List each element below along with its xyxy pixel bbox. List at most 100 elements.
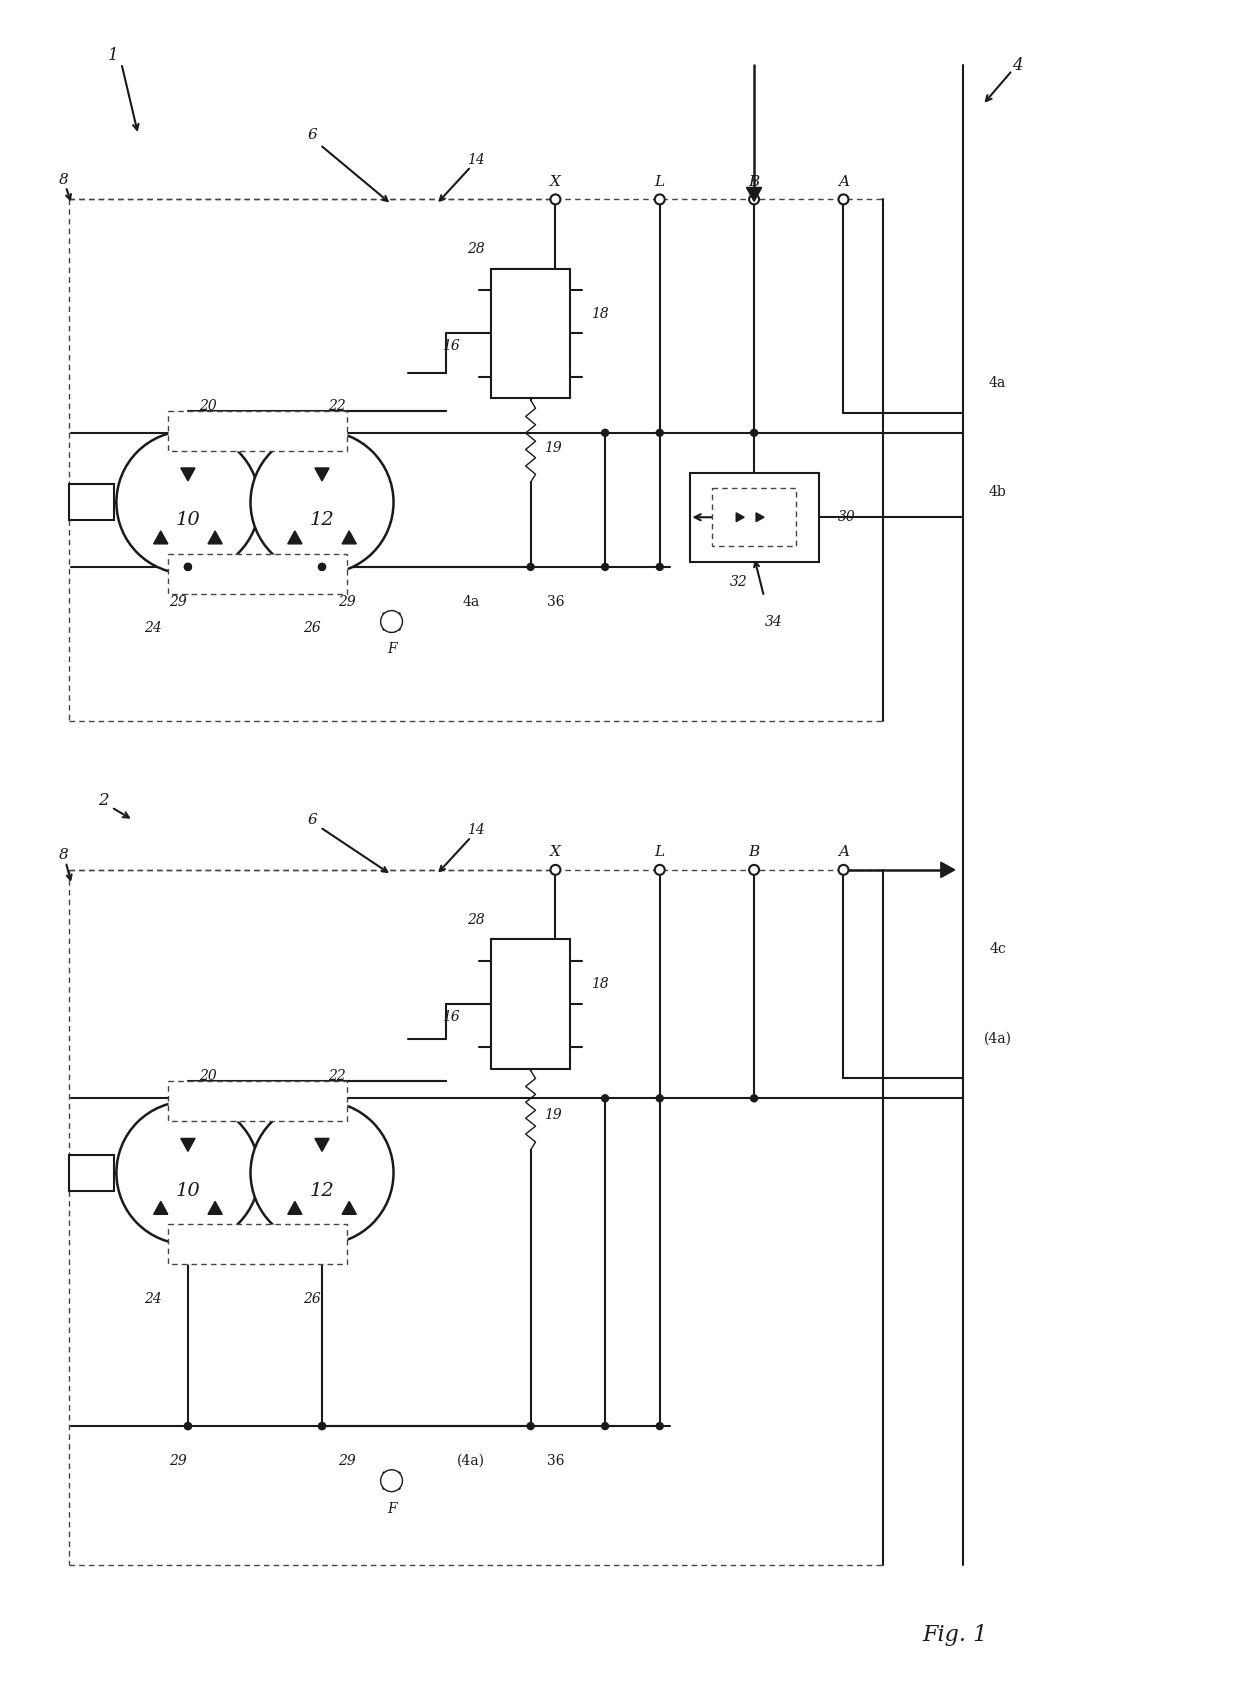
Circle shape [381, 1470, 403, 1492]
Polygon shape [746, 188, 761, 202]
Text: 16: 16 [443, 1010, 460, 1024]
Text: 19: 19 [543, 1109, 562, 1122]
Circle shape [601, 563, 609, 571]
Circle shape [185, 563, 191, 571]
Text: F: F [387, 642, 397, 656]
Text: 18: 18 [591, 307, 609, 320]
Circle shape [749, 195, 759, 205]
Bar [169, 1081, 347, 1120]
Text: 29: 29 [339, 595, 356, 609]
Circle shape [185, 563, 191, 571]
Polygon shape [181, 1139, 195, 1151]
Text: 24: 24 [144, 1292, 162, 1305]
Polygon shape [756, 514, 764, 522]
Polygon shape [342, 531, 356, 544]
Text: 26: 26 [304, 1292, 321, 1305]
Text: 16: 16 [443, 339, 460, 353]
Text: 28: 28 [467, 912, 485, 927]
Text: 26: 26 [304, 622, 321, 636]
Circle shape [319, 563, 325, 571]
Circle shape [656, 563, 663, 571]
Text: 36: 36 [547, 1454, 564, 1468]
Text: A: A [838, 175, 849, 188]
Text: 19: 19 [543, 441, 562, 454]
Text: (4a): (4a) [983, 1032, 1012, 1046]
Text: 34: 34 [765, 615, 782, 629]
Polygon shape [208, 531, 222, 544]
Circle shape [655, 195, 665, 205]
Circle shape [381, 610, 403, 632]
Text: 29: 29 [169, 1454, 187, 1468]
Circle shape [838, 195, 848, 205]
Text: L: L [655, 846, 665, 859]
Text: Fig. 1: Fig. 1 [923, 1624, 987, 1646]
Text: 36: 36 [547, 595, 564, 609]
Circle shape [601, 1095, 609, 1102]
Polygon shape [181, 468, 195, 481]
Circle shape [750, 1095, 758, 1102]
Circle shape [656, 1095, 663, 1102]
Text: 6: 6 [308, 814, 317, 827]
Text: 10: 10 [176, 512, 201, 529]
Text: 10: 10 [176, 1181, 201, 1200]
Polygon shape [154, 1202, 167, 1214]
Polygon shape [288, 1202, 303, 1214]
Circle shape [601, 429, 609, 436]
Circle shape [656, 1422, 663, 1429]
Text: B: B [749, 175, 760, 188]
Circle shape [527, 1422, 534, 1429]
Text: 12: 12 [310, 1181, 335, 1200]
Text: 14: 14 [467, 153, 485, 166]
Circle shape [117, 431, 259, 575]
Circle shape [117, 1102, 259, 1244]
Text: 4c: 4c [990, 942, 1006, 956]
Circle shape [749, 864, 759, 875]
Circle shape [838, 864, 848, 875]
Text: 4b: 4b [988, 485, 1007, 500]
Text: 22: 22 [329, 1070, 346, 1083]
Text: F: F [387, 1502, 397, 1515]
Circle shape [527, 563, 534, 571]
Text: 2: 2 [98, 792, 109, 809]
Text: 20: 20 [198, 398, 217, 414]
Circle shape [750, 429, 758, 436]
Circle shape [250, 431, 393, 575]
Text: 14: 14 [467, 824, 485, 837]
Circle shape [656, 429, 663, 436]
Text: 4a: 4a [988, 376, 1006, 390]
Polygon shape [208, 1202, 222, 1214]
Polygon shape [288, 531, 303, 544]
Polygon shape [154, 531, 167, 544]
Text: 1: 1 [108, 47, 119, 64]
Text: 24: 24 [144, 622, 162, 636]
Text: 28: 28 [467, 242, 485, 256]
Circle shape [185, 1422, 191, 1429]
Circle shape [655, 864, 665, 875]
Text: 8: 8 [58, 848, 68, 863]
Polygon shape [315, 1139, 329, 1151]
Text: 12: 12 [310, 512, 335, 529]
Text: (4a): (4a) [458, 1454, 485, 1468]
Circle shape [250, 1102, 393, 1244]
Circle shape [551, 864, 560, 875]
Text: 20: 20 [198, 1070, 217, 1083]
Bar [68, 1154, 114, 1190]
Text: 6: 6 [308, 127, 317, 142]
Text: B: B [749, 846, 760, 859]
Circle shape [185, 1422, 191, 1429]
Text: 8: 8 [58, 173, 68, 186]
Circle shape [551, 195, 560, 205]
Bar [491, 270, 570, 398]
Circle shape [319, 563, 325, 571]
Bar [169, 1224, 347, 1264]
Circle shape [319, 1422, 325, 1429]
Bar [712, 488, 796, 546]
Text: L: L [655, 175, 665, 188]
Polygon shape [342, 1202, 356, 1214]
Text: X: X [551, 846, 560, 859]
Text: 22: 22 [329, 398, 346, 414]
Bar [491, 939, 570, 1068]
Circle shape [319, 1422, 325, 1429]
Text: 29: 29 [339, 1454, 356, 1468]
Text: X: X [551, 175, 560, 188]
